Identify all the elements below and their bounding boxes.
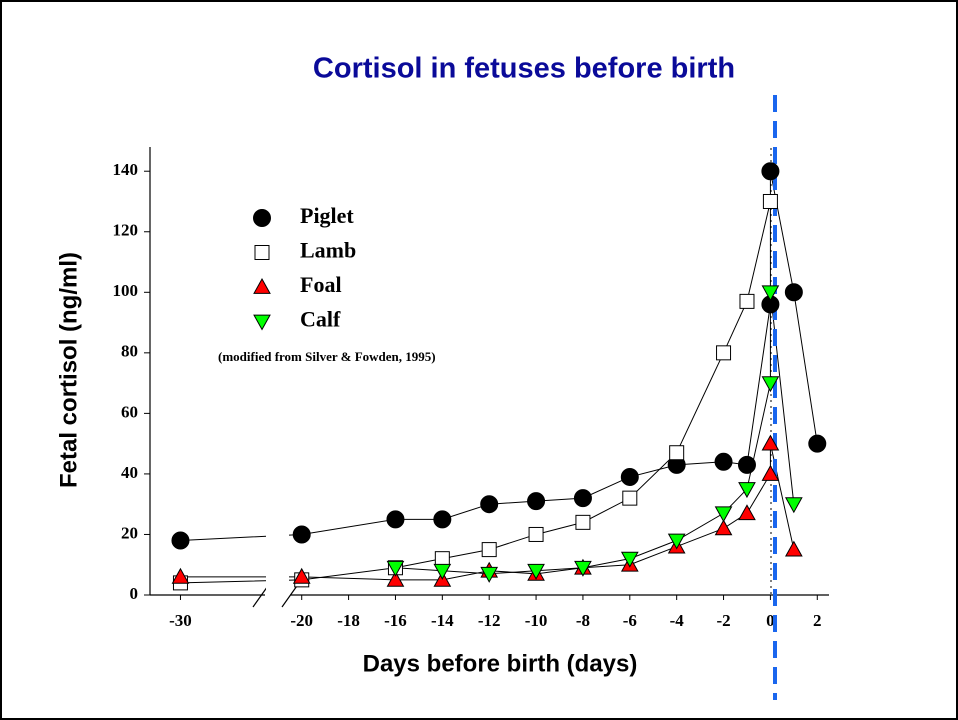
x-tick-label: -14 — [431, 611, 454, 630]
marker — [761, 162, 780, 181]
marker — [714, 452, 733, 471]
marker — [738, 482, 756, 499]
marker — [761, 285, 780, 302]
y-tick-label: 120 — [113, 221, 139, 240]
chart-title: Cortisol in fetuses before birth — [313, 53, 735, 85]
x-tick-label: -10 — [525, 611, 548, 630]
legend-label: Foal — [300, 272, 342, 297]
legend-label: Lamb — [300, 238, 356, 263]
marker — [762, 193, 778, 209]
marker — [528, 526, 544, 542]
marker — [481, 542, 497, 558]
marker — [480, 566, 499, 583]
y-axis-title: Fetal cortisol (ng/ml) — [55, 252, 82, 488]
marker — [622, 490, 638, 506]
x-tick-label: -30 — [169, 611, 192, 630]
x-tick-label: -2 — [716, 611, 730, 630]
x-tick-label: -20 — [290, 611, 313, 630]
x-tick-label: -18 — [337, 611, 360, 630]
marker — [739, 293, 755, 309]
marker — [620, 467, 639, 486]
marker — [480, 495, 499, 514]
marker — [292, 525, 311, 544]
marker — [620, 551, 639, 568]
y-tick-label: 80 — [121, 342, 138, 361]
marker — [761, 434, 780, 451]
marker — [527, 492, 546, 511]
x-tick-label: -12 — [478, 611, 501, 630]
marker — [667, 533, 686, 550]
y-tick-label: 0 — [130, 584, 139, 603]
x-tick-label: -4 — [670, 611, 685, 630]
marker — [574, 560, 592, 577]
annotation: (modified from Silver & Fowden, 1995) — [218, 349, 436, 364]
x-tick-label: 2 — [813, 611, 822, 630]
marker — [171, 531, 190, 550]
y-tick-label: 100 — [113, 281, 139, 300]
marker — [573, 489, 592, 508]
series-line — [395, 292, 795, 575]
marker — [714, 506, 733, 523]
legend-marker — [253, 209, 271, 227]
x-tick-label: -6 — [623, 611, 637, 630]
marker — [808, 434, 827, 453]
marker — [433, 563, 452, 580]
marker — [575, 514, 591, 530]
marker — [737, 455, 756, 474]
legend-marker — [254, 245, 270, 260]
marker — [784, 497, 803, 514]
legend-marker — [253, 277, 271, 294]
marker — [171, 567, 190, 584]
x-tick-label: 0 — [766, 611, 775, 630]
marker — [738, 504, 756, 521]
legend-label: Piglet — [300, 203, 354, 228]
legend-marker — [253, 314, 271, 331]
marker — [386, 510, 405, 529]
marker — [434, 551, 450, 567]
marker — [761, 376, 780, 393]
y-tick-label: 40 — [121, 463, 138, 482]
x-tick-label: -8 — [576, 611, 590, 630]
marker — [433, 510, 452, 529]
marker — [714, 519, 733, 536]
y-tick-label: 20 — [121, 523, 138, 542]
marker — [761, 464, 780, 481]
marker — [386, 570, 405, 587]
series-line — [180, 201, 771, 584]
marker — [292, 567, 311, 584]
marker — [784, 283, 803, 302]
legend-label: Calf — [300, 307, 341, 332]
x-tick-label: -16 — [384, 611, 407, 630]
marker — [716, 345, 732, 361]
marker — [669, 445, 685, 461]
marker — [386, 560, 405, 577]
x-axis-title: Days before birth (days) — [363, 650, 638, 677]
break-gap — [266, 447, 289, 590]
marker — [527, 563, 545, 580]
marker — [784, 540, 803, 557]
y-tick-label: 60 — [121, 402, 138, 421]
y-tick-label: 140 — [113, 160, 139, 179]
